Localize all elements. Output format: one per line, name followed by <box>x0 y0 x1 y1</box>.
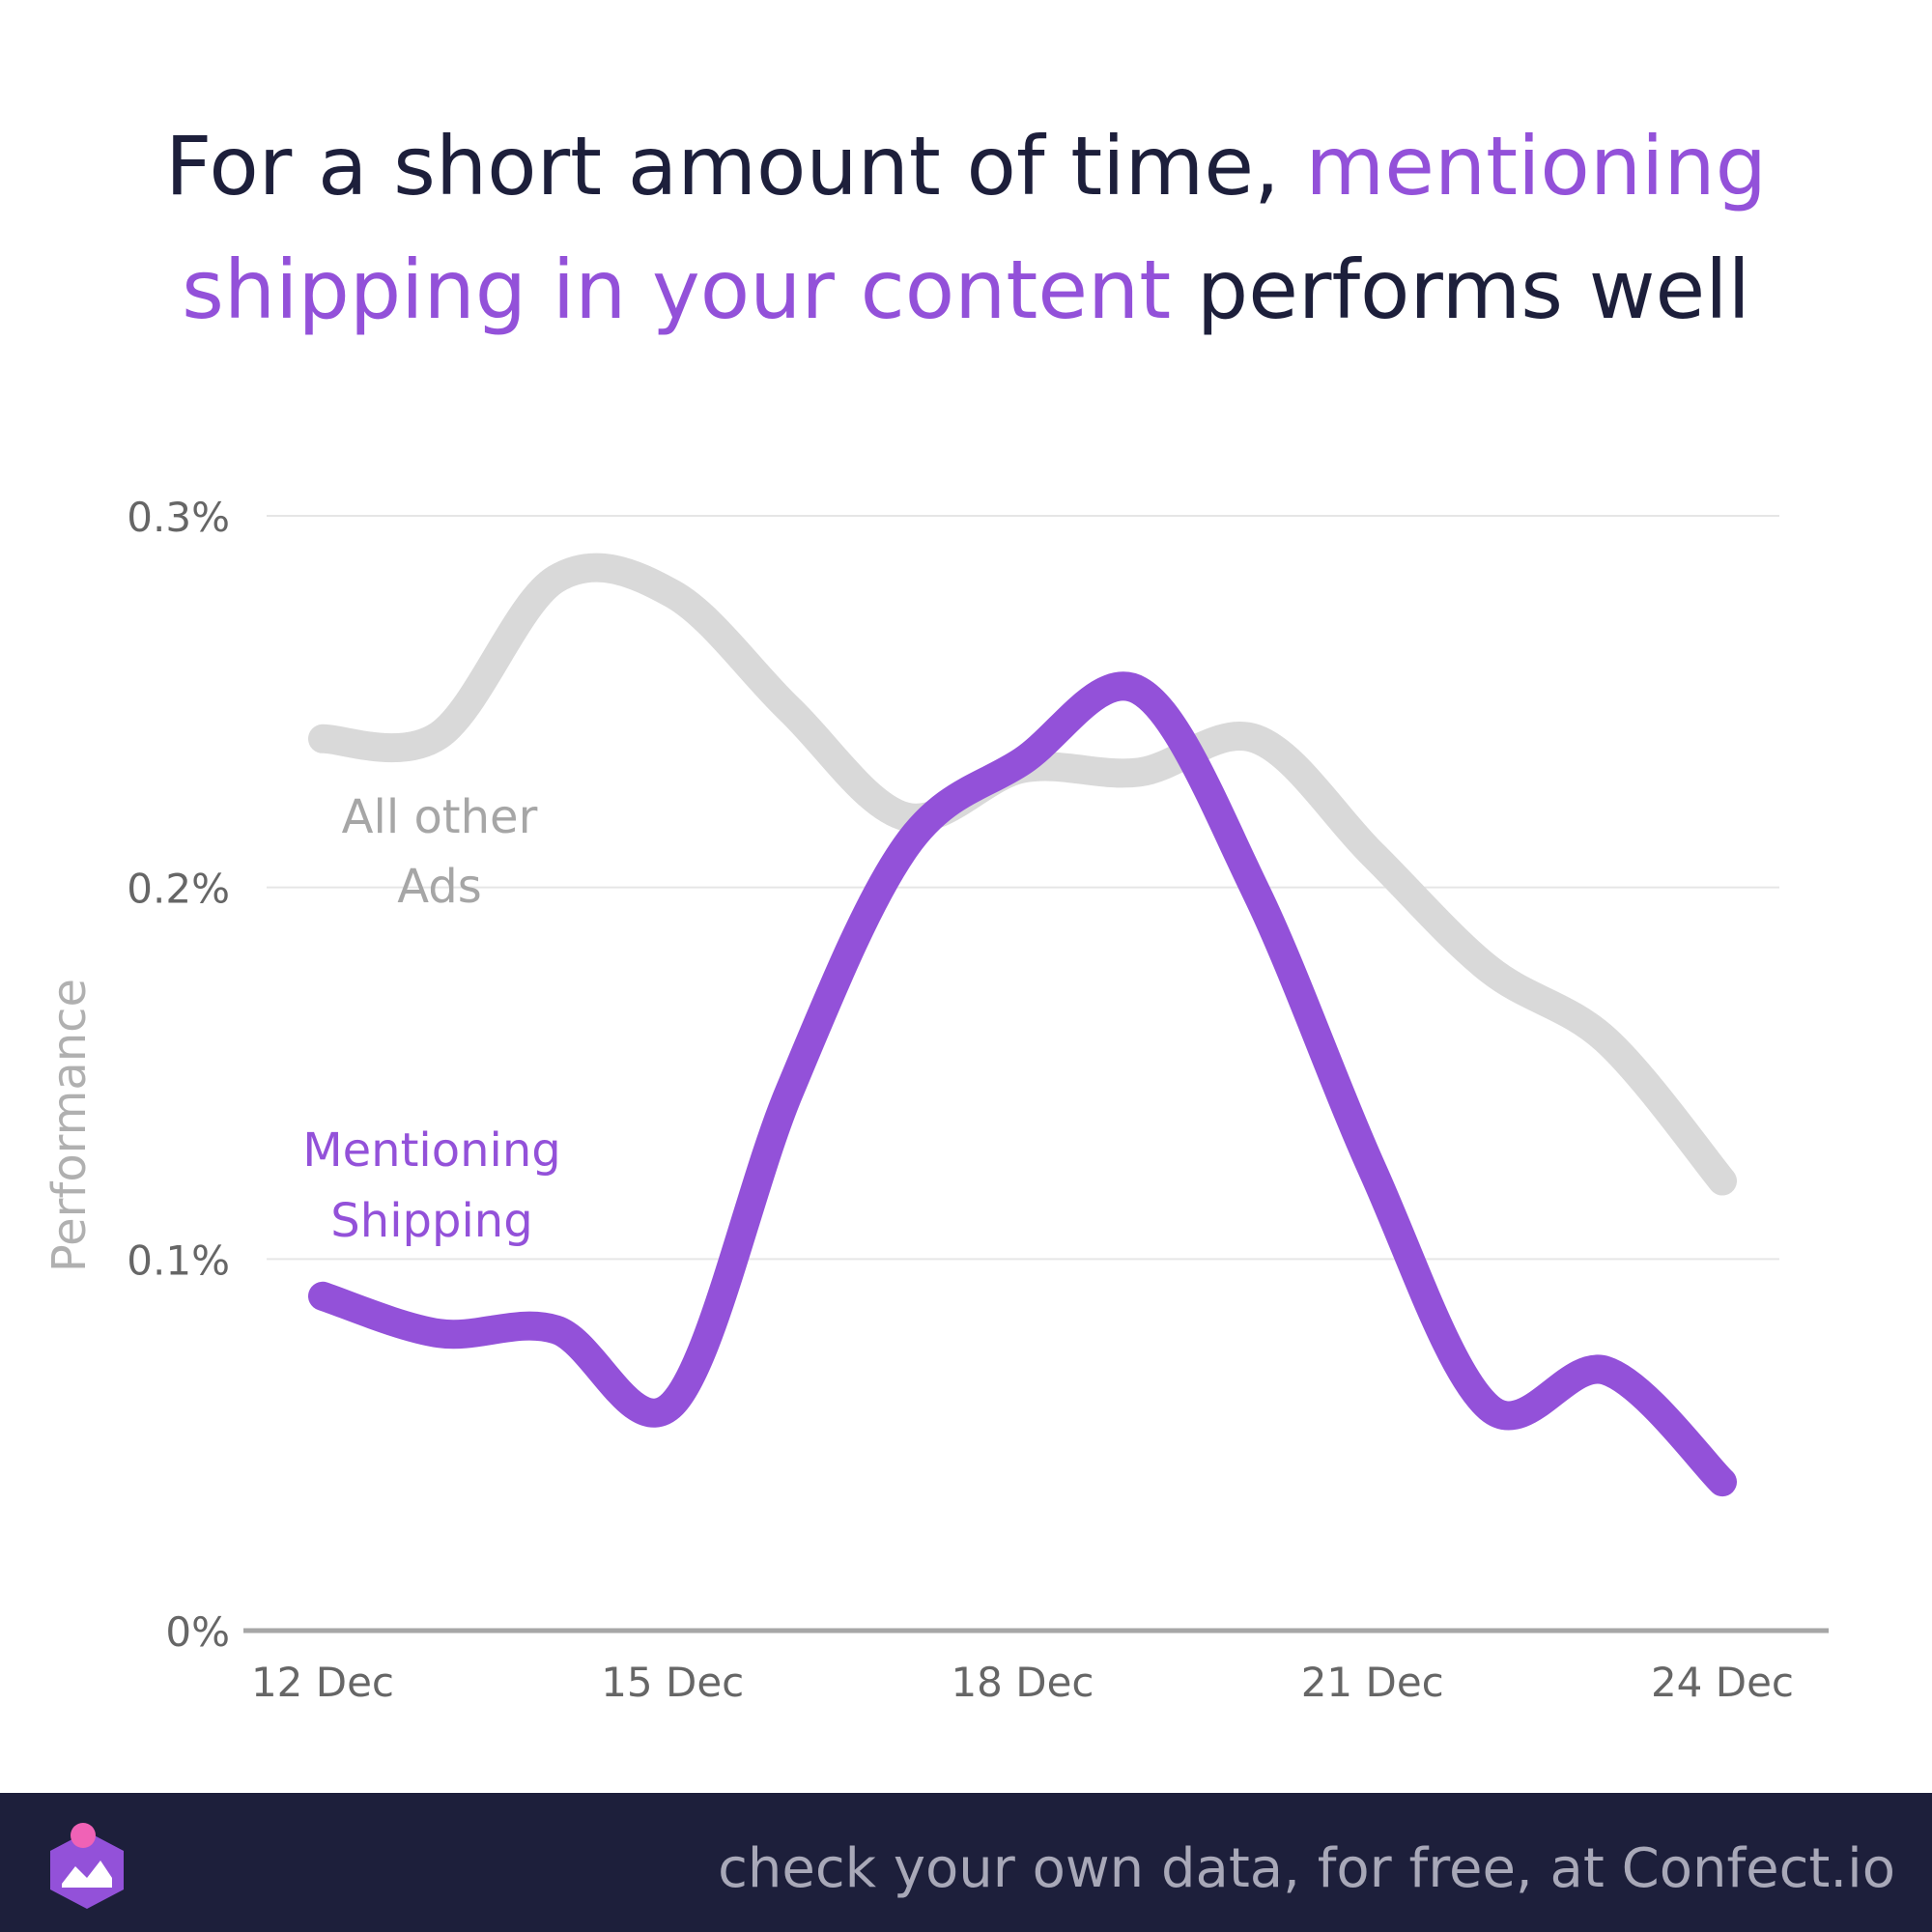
series-label: All other <box>342 790 538 844</box>
title-part-2: performs well <box>1171 242 1750 337</box>
y-tick-label: 0% <box>165 1608 230 1656</box>
y-tick-label: 0.2% <box>127 866 230 913</box>
chart-title: For a short amount of time, mentioning s… <box>0 104 1932 352</box>
series-label: Shipping <box>330 1194 532 1248</box>
line-chart: 0% 0.1% 0.2% 0.3% 12 Dec 15 Dec 18 Dec 21 Dec 2… <box>43 494 1829 1706</box>
y-tick-label: 0.3% <box>127 494 230 541</box>
title-part-1: For a short amount of time, <box>165 119 1306 213</box>
title-highlight-2: shipping in your content <box>182 242 1172 337</box>
series-lines <box>308 553 1737 1497</box>
y-tick-label: 0.1% <box>127 1236 230 1284</box>
x-tick-label: 18 Dec <box>951 1659 1094 1706</box>
y-axis-label: Performance <box>43 979 97 1272</box>
series-line-all-other-ads <box>308 553 1737 1196</box>
x-axis-ticks: 12 Dec 15 Dec 18 Dec 21 Dec 24 Dec <box>251 1659 1794 1706</box>
x-tick-label: 24 Dec <box>1651 1659 1794 1706</box>
x-tick-label: 21 Dec <box>1301 1659 1444 1706</box>
title-highlight-1: mentioning <box>1305 119 1767 213</box>
grid-lines <box>243 515 1829 1634</box>
series-label: Ads <box>397 860 481 914</box>
x-tick-label: 12 Dec <box>251 1659 394 1706</box>
y-axis-ticks: 0% 0.1% 0.2% 0.3% <box>127 494 230 1656</box>
series-label: Mentioning <box>302 1123 561 1178</box>
footer-call-to-action[interactable]: check your own data, for free, at Confec… <box>718 1837 1895 1900</box>
series-labels: All other Ads Mentioning Shipping <box>302 790 561 1248</box>
confect-logo-icon[interactable] <box>39 1818 135 1915</box>
series-line-mentioning-shipping <box>308 671 1737 1497</box>
x-tick-label: 15 Dec <box>601 1659 744 1706</box>
footer-bar: check your own data, for free, at Confec… <box>0 1793 1932 1932</box>
